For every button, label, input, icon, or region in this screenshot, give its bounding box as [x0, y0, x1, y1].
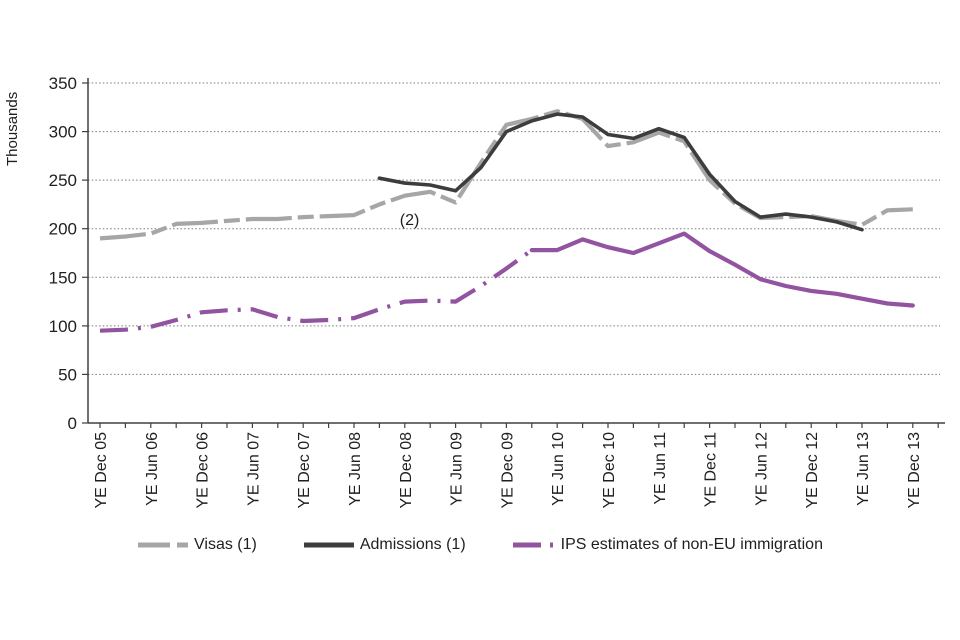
x-tick-label: YE Jun 08: [347, 432, 364, 506]
legend-item-visas: Visas (1): [137, 536, 257, 554]
x-tick-label: YE Jun 12: [753, 432, 770, 506]
x-tick-label: YE Jun 13: [855, 432, 872, 506]
x-tick-label: YE Jun 06: [144, 432, 161, 506]
y-tick-label: 100: [49, 317, 77, 336]
y-tick-label: 0: [68, 414, 77, 433]
y-tick-label: 250: [49, 171, 77, 190]
y-tick-label: 300: [49, 123, 77, 142]
visas-line: [99, 109, 913, 241]
legend-label-admissions: Admissions (1): [359, 536, 466, 553]
y-tick-label: 50: [58, 365, 77, 384]
x-tick-label: YE Jun 11: [652, 432, 669, 505]
legend-item-admissions: Admissions (1): [303, 536, 466, 554]
y-axis-title: Thousands: [4, 91, 21, 166]
immigration-line-chart: 0 50 100 150 200 250 300 350 YE Dec 05 YE Jun 06 Y…: [49, 74, 945, 509]
legend-label-visas: Visas (1): [194, 536, 257, 553]
x-tick-label: YE Dec 08: [398, 432, 415, 509]
ips-line-solid-segment: [529, 231, 915, 308]
x-tick-label: YE Jun 10: [550, 432, 567, 506]
x-tick-label: YE Dec 11: [703, 432, 720, 507]
legend: Visas (1) Admissions (1) IPS estimates o…: [0, 536, 960, 554]
legend-label-ips: IPS estimates of non-EU immigration: [560, 536, 823, 553]
ips-line-swatch: [512, 542, 553, 548]
visas-line-swatch: [138, 542, 188, 548]
x-tick-label: YE Dec 07: [296, 432, 313, 509]
admissions-line-swatch: [303, 542, 354, 548]
x-tick-label: YE Dec 10: [601, 432, 618, 509]
x-tick-label: YE Dec 12: [804, 432, 821, 509]
admissions-line: [377, 112, 864, 232]
x-tick-label: YE Dec 13: [906, 432, 923, 509]
x-tick-label: YE Jun 09: [449, 432, 466, 506]
x-tick-label: YE Dec 09: [499, 432, 516, 509]
x-tick-label: YE Dec 05: [93, 432, 110, 509]
y-tick-label: 350: [49, 74, 77, 93]
legend-item-ips: IPS estimates of non-EU immigration: [512, 536, 823, 554]
ips-line-dashed-segment: [99, 248, 534, 333]
y-tick-label: 150: [49, 268, 77, 287]
x-tick-label: YE Jun 07: [245, 432, 262, 506]
footnote-annotation: (2): [400, 212, 420, 229]
y-tick-label: 200: [49, 220, 77, 239]
x-tick-label: YE Dec 06: [195, 432, 212, 509]
